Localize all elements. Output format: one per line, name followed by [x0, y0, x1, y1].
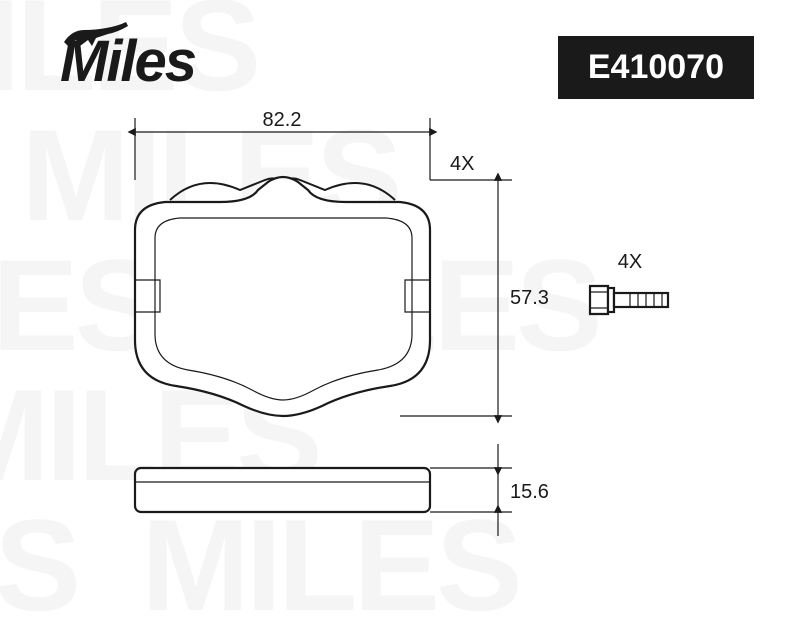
- brand-logo: Miles: [60, 28, 195, 95]
- bolt-drawing: 4X: [590, 251, 668, 314]
- dimension-thickness: 15.6: [430, 444, 549, 536]
- dimension-width: 82.2: [135, 110, 430, 180]
- pad-backing-plate: [135, 177, 430, 416]
- quantity-bolt: 4X: [618, 251, 642, 273]
- greyhound-icon: [62, 20, 132, 50]
- dimension-width-value: 82.2: [263, 110, 302, 131]
- dimension-thickness-value: 15.6: [510, 481, 549, 503]
- part-number-badge: E410070: [558, 36, 754, 99]
- dimension-height-value: 57.3: [510, 287, 549, 309]
- brake-pad-side-view: [135, 468, 430, 512]
- quantity-pad: 4X: [450, 153, 474, 175]
- technical-drawing: 82.2 4X 57.3 15.6: [100, 110, 700, 570]
- brake-pad-front-view: [135, 177, 430, 416]
